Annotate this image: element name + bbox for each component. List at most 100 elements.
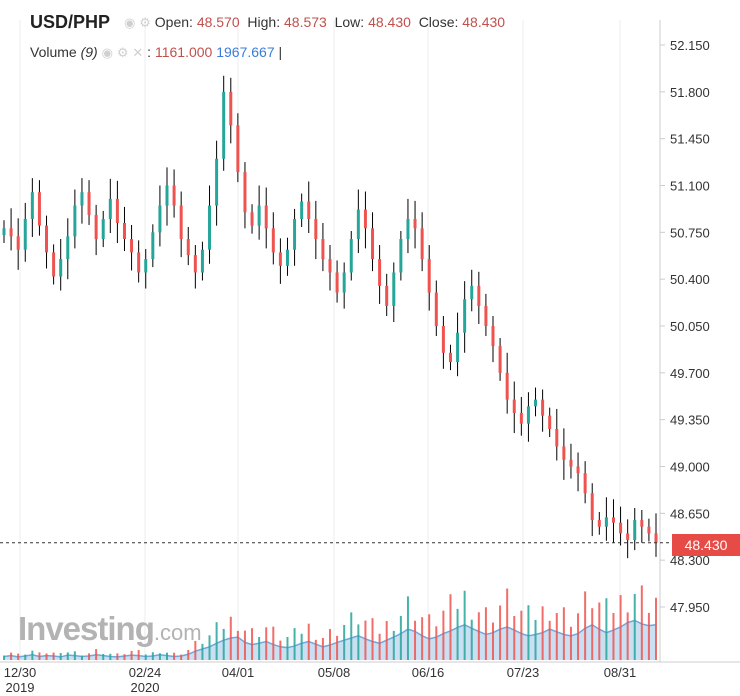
volume-bar bbox=[591, 608, 594, 660]
volume-bar bbox=[116, 653, 119, 660]
volume-bar bbox=[144, 654, 147, 660]
x-tick-label: 06/16 bbox=[412, 665, 445, 680]
close-icon[interactable]: ✕ bbox=[132, 45, 144, 61]
volume-bar bbox=[194, 640, 197, 660]
eye-icon[interactable]: ◉ bbox=[124, 15, 136, 31]
volume-bar bbox=[605, 598, 608, 660]
y-tick-label: 47.950 bbox=[670, 600, 710, 615]
candle-body bbox=[115, 198, 119, 223]
candle-body bbox=[420, 228, 424, 260]
open-value: 48.570 bbox=[196, 14, 240, 30]
volume-bar bbox=[24, 654, 27, 660]
volume-ma-value: 1967.667 bbox=[216, 44, 275, 60]
volume-bar bbox=[364, 620, 367, 660]
volume-bar bbox=[513, 615, 516, 660]
candle-body bbox=[434, 292, 438, 326]
volume-bar bbox=[598, 602, 601, 660]
y-tick-label: 50.750 bbox=[670, 225, 710, 240]
candle-body bbox=[519, 412, 523, 424]
candle-body bbox=[619, 522, 623, 534]
candle-body bbox=[137, 252, 141, 273]
gear-icon[interactable]: ⚙ bbox=[139, 15, 151, 31]
volume-bar bbox=[180, 654, 183, 660]
current-price-tag: 48.430 bbox=[672, 534, 740, 556]
candle-body bbox=[371, 228, 375, 260]
volume-bar bbox=[243, 630, 246, 660]
candle-body bbox=[363, 209, 367, 229]
volume-bar bbox=[612, 613, 615, 660]
volume-bar bbox=[428, 614, 431, 660]
volume-bar bbox=[640, 585, 643, 660]
candle-body bbox=[470, 285, 474, 300]
volume-bar bbox=[52, 652, 55, 660]
volume-bar bbox=[336, 635, 339, 660]
volume-bar bbox=[173, 652, 176, 660]
high-label: High: bbox=[247, 14, 281, 30]
volume-bar bbox=[166, 652, 168, 660]
volume-bar bbox=[527, 605, 530, 660]
y-tick-label: 48.300 bbox=[670, 553, 710, 568]
volume-bar bbox=[477, 612, 480, 660]
candle-body bbox=[122, 222, 126, 240]
symbol-title: USD/PHP bbox=[30, 12, 111, 32]
candle-body bbox=[250, 212, 254, 226]
volume-bar bbox=[208, 635, 211, 660]
volume-bar bbox=[3, 655, 5, 660]
volume-value: 1161.000 bbox=[154, 44, 213, 60]
candle-body bbox=[541, 399, 545, 416]
candle-body bbox=[611, 517, 615, 523]
candle-body bbox=[413, 218, 417, 229]
y-tick-label: 51.100 bbox=[670, 179, 710, 194]
volume-bar bbox=[293, 628, 296, 660]
candle-body bbox=[349, 239, 353, 273]
candle-body bbox=[392, 272, 396, 306]
volume-bar bbox=[548, 620, 551, 660]
volume-bar bbox=[286, 636, 289, 660]
candle-body bbox=[526, 406, 530, 424]
candle-body bbox=[66, 236, 70, 260]
candle-body bbox=[640, 520, 644, 527]
candle-body bbox=[94, 214, 98, 240]
candle-body bbox=[179, 205, 183, 240]
candle-body bbox=[562, 446, 566, 460]
volume-bar bbox=[470, 619, 473, 660]
candle-body bbox=[45, 225, 49, 253]
volume-label: Volume bbox=[30, 44, 77, 60]
candle-body bbox=[576, 466, 580, 474]
candle-body bbox=[172, 185, 176, 206]
volume-bar bbox=[371, 618, 374, 660]
volume-period: (9) bbox=[80, 44, 98, 60]
candle-body bbox=[200, 249, 204, 273]
volume-bar bbox=[102, 653, 105, 660]
candle-body bbox=[633, 520, 637, 541]
candle-body bbox=[548, 415, 552, 430]
candle-body bbox=[300, 201, 304, 219]
volume-bar bbox=[406, 596, 409, 660]
volume-bar bbox=[378, 633, 381, 660]
candle-body bbox=[448, 352, 452, 363]
eye-icon[interactable]: ◉ bbox=[101, 45, 113, 61]
y-tick-label: 49.350 bbox=[670, 413, 710, 428]
volume-bar bbox=[562, 607, 565, 660]
volume-bar bbox=[343, 624, 346, 660]
volume-bar bbox=[357, 624, 360, 660]
candle-body bbox=[144, 259, 148, 273]
volume-bar bbox=[258, 637, 261, 660]
candle-body bbox=[647, 526, 651, 534]
candle-body bbox=[9, 228, 13, 237]
candle-body bbox=[264, 205, 268, 229]
candle-body bbox=[151, 232, 155, 260]
volume-bar bbox=[251, 628, 254, 660]
x-tick-label: 05/08 bbox=[318, 665, 351, 680]
gear-icon[interactable]: ⚙ bbox=[116, 45, 129, 61]
volume-bar bbox=[647, 612, 650, 660]
volume-bar bbox=[279, 640, 282, 660]
y-tick-label: 50.400 bbox=[670, 272, 710, 287]
volume-bar bbox=[499, 605, 502, 660]
candle-body bbox=[222, 91, 226, 159]
volume-bar bbox=[314, 639, 317, 660]
volume-bar bbox=[321, 637, 324, 660]
candle-body bbox=[555, 429, 559, 447]
y-tick-label: 48.650 bbox=[670, 506, 710, 521]
